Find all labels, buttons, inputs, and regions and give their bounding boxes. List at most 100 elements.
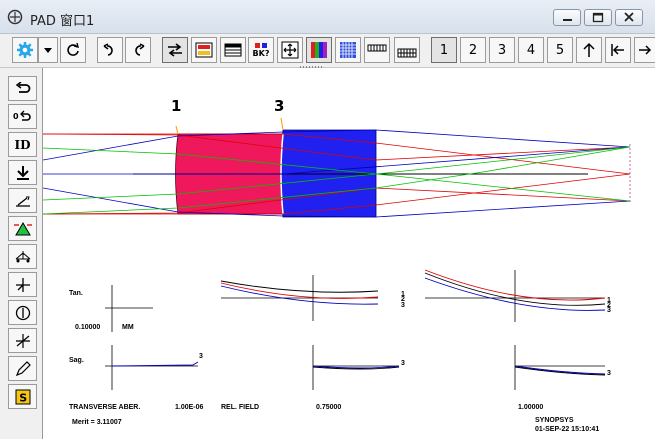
timestamp: 01-SEP-22 15:10:41 [535,426,600,433]
pencil-button[interactable] [8,356,37,381]
spreadsheet-icon [224,43,242,57]
zoom-fit-button[interactable] [277,37,303,63]
layout-grid-icon [397,48,417,58]
close-icon [624,12,634,22]
sag-label: Sag. [69,357,84,364]
color-bars-button[interactable] [306,37,332,63]
surface-label-1: 1 [171,97,182,115]
minimize-icon [563,19,572,21]
curve-label-3: 3 [607,307,611,314]
spreadsheet-button[interactable] [220,37,246,63]
tan-curves [220,269,606,311]
page-1-button[interactable]: 1 [431,37,457,63]
title-bar: PAD 窗口1 [0,0,655,34]
undo-button[interactable] [97,37,123,63]
toolbar: BK? 1 2 3 4 5 [0,34,655,68]
pencil-icon [15,360,31,376]
sag-curve-label-3: 3 [401,360,405,367]
arrow-up-icon [583,42,595,57]
layout-bottom-button[interactable] [394,37,420,63]
sag-curves [111,361,606,376]
maximize-icon [592,12,604,23]
diagonal-icon [15,333,30,348]
color-bars-icon [311,42,327,58]
tan-label: Tan. [69,290,83,297]
settings-dropdown[interactable] [38,37,58,63]
prism-button[interactable] [8,216,37,241]
diagonal-button[interactable] [8,328,37,353]
zoom-fit-icon [281,41,299,59]
sag-curve-label-3: 3 [607,370,611,377]
crosshair-button[interactable] [8,272,37,297]
window-title: PAD 窗口1 [30,14,95,29]
lens-table-button[interactable] [191,37,217,63]
up-button[interactable] [576,37,602,63]
curve-label-3: 3 [401,302,405,309]
settings-button[interactable] [12,37,38,63]
wavelength-value: 1.00E-06 [175,404,204,411]
crosshair-icon [15,277,30,292]
merit-value: Merit = 3.11007 [72,419,122,426]
chevron-down-icon [44,48,52,53]
first-button[interactable] [605,37,631,63]
synopsys-s-icon: S [15,389,30,404]
return-arrow-icon [15,81,30,93]
aberration-type: TRANSVERSE ABER. [69,404,141,411]
sag-plot-axis [105,345,605,390]
scale-value: 0.10000 [75,324,101,331]
zero-return-button[interactable]: 0 [8,104,37,129]
next-button[interactable] [634,37,655,63]
ray-fan-button[interactable] [8,244,37,269]
arrow-down-bar-icon [16,165,29,180]
download-button[interactable] [8,160,37,185]
scale-unit: MM [122,324,134,331]
close-button[interactable] [615,9,643,26]
arrow-first-icon [611,44,624,56]
tan-plot-axis [105,270,605,332]
layout-top-button[interactable] [364,37,390,63]
surface-label-3: 3 [274,97,285,115]
lens-drawing-canvas[interactable]: 1 3 Tan. 0.10000 MM Sag. 1 2 3 1 2 3 3 3… [42,68,655,439]
undo-icon [103,43,113,56]
svg-text:S: S [19,391,27,404]
chief-rays [43,146,631,215]
brand-label: SYNOPSYS [535,417,574,424]
glass-catalog-button[interactable]: BK? [248,37,274,63]
synopsys-s-button[interactable]: S [8,384,37,409]
minimize-button[interactable] [553,9,581,26]
rel-field-label: REL. FIELD [221,404,260,411]
lens-table-icon [195,42,213,58]
lens-edit-button[interactable] [8,188,37,213]
spot-diagram-button[interactable] [335,37,361,63]
axial-rays [43,129,631,218]
curve-label-2: 2 [401,296,405,303]
gear-icon [17,42,33,58]
bk-label: BK? [252,48,270,58]
transfer-button[interactable] [162,37,188,63]
lens-edit-icon [15,196,30,207]
field-full-value: 1.00000 [518,404,544,411]
id-button[interactable]: ID [8,132,37,157]
page-4-button[interactable]: 4 [518,37,544,63]
left-toolbar: 0 ID S [4,72,41,439]
aperture-button[interactable] [8,300,37,325]
page-5-button[interactable]: 5 [547,37,573,63]
page-2-button[interactable]: 2 [460,37,486,63]
curve-label-2: 2 [607,302,611,309]
resize-grip[interactable] [300,66,322,69]
ray-fan-icon [15,250,30,262]
field-mid-value: 0.75000 [316,404,342,411]
layout-grid-icon [367,44,387,52]
refresh-button[interactable] [60,37,86,63]
double-arrow-icon [168,43,182,57]
back-button[interactable] [8,76,37,101]
refresh-icon [67,42,79,56]
redo-button[interactable] [125,37,151,63]
prism-icon [13,221,32,235]
page-3-button[interactable]: 3 [489,37,515,63]
maximize-button[interactable] [584,9,612,26]
svg-text:0: 0 [13,112,19,121]
synopsys-app-icon [7,9,23,25]
aperture-icon [15,305,30,320]
arrow-right-icon [639,45,652,55]
